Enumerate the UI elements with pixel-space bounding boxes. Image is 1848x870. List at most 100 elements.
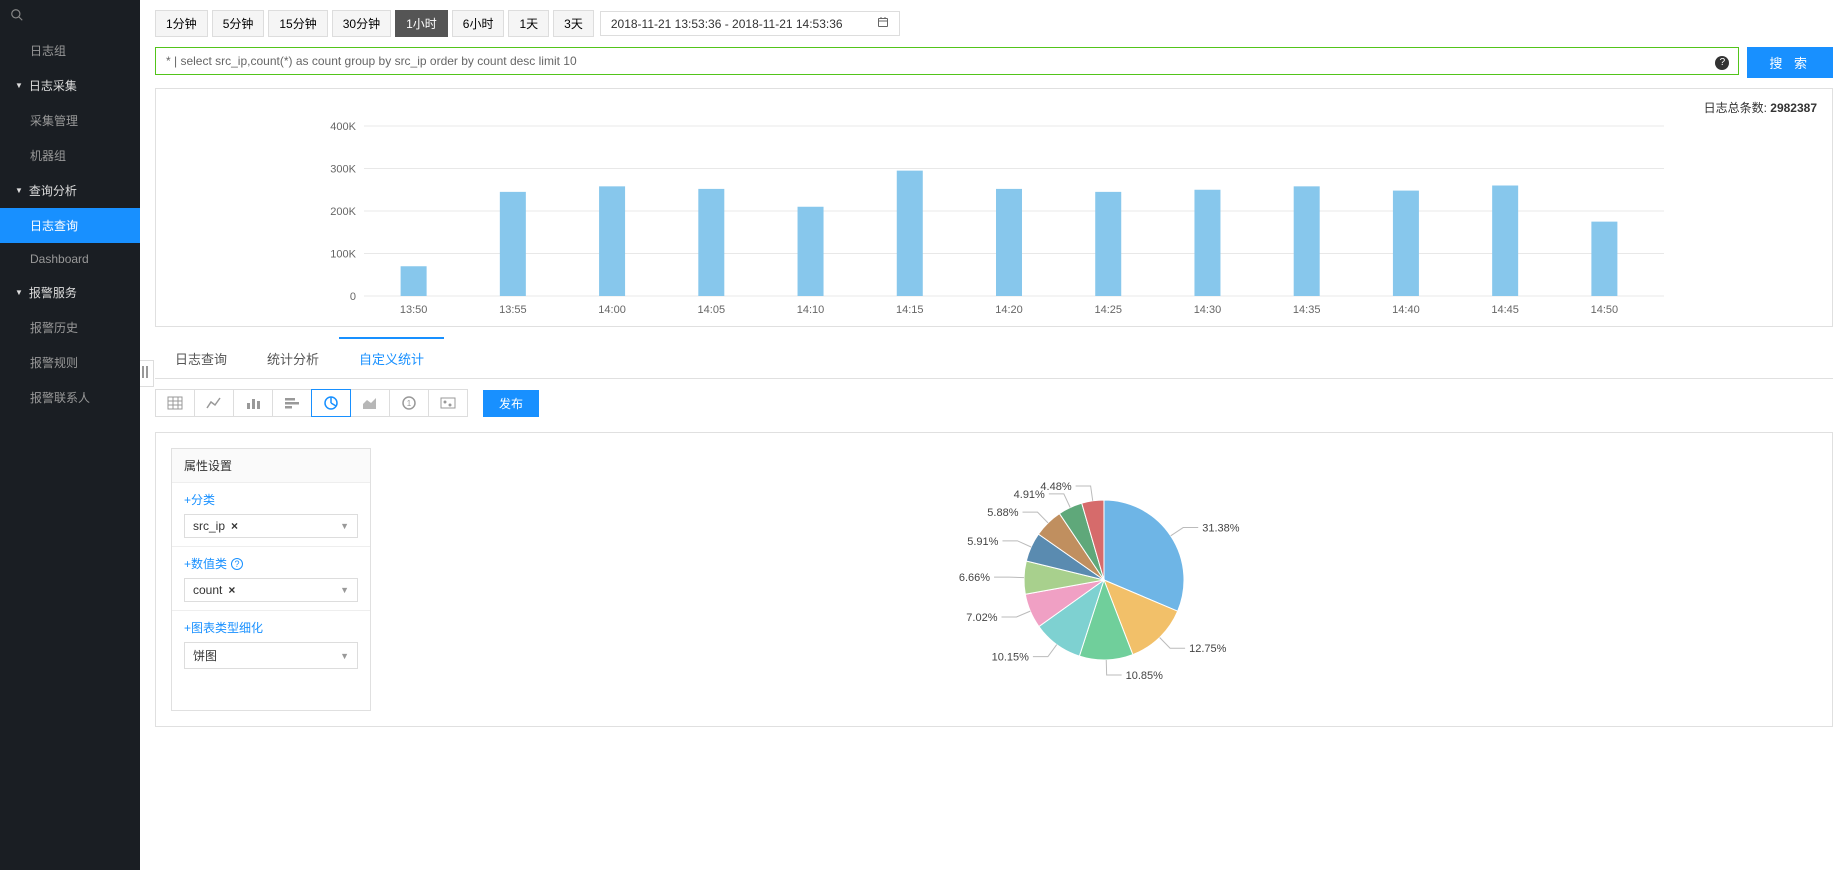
- time-preset-button[interactable]: 30分钟: [332, 10, 391, 37]
- sidebar-item-label: Dashboard: [30, 252, 89, 266]
- pie-label: 4.48%: [1040, 480, 1071, 492]
- svg-text:100K: 100K: [330, 249, 356, 261]
- bar[interactable]: [500, 192, 526, 296]
- bar[interactable]: [1492, 186, 1518, 297]
- sidebar-group[interactable]: ▼报警服务: [0, 275, 140, 310]
- bar[interactable]: [1393, 191, 1419, 296]
- sidebar-item-label: 查询分析: [29, 182, 77, 199]
- props-header: 属性设置: [172, 449, 370, 482]
- time-range-text: 2018-11-21 13:53:36 - 2018-11-21 14:53:3…: [611, 17, 843, 31]
- calendar-icon: [877, 16, 889, 31]
- sidebar-item[interactable]: 采集管理: [0, 103, 140, 138]
- value-value: count: [193, 583, 222, 597]
- chart-type-bar-v-button[interactable]: [233, 389, 273, 417]
- search-button[interactable]: 搜 索: [1747, 47, 1833, 78]
- bar[interactable]: [1194, 190, 1220, 296]
- sidebar-search[interactable]: [0, 0, 140, 33]
- sidebar-item-label: 日志查询: [30, 217, 78, 234]
- category-label[interactable]: +分类: [184, 491, 358, 508]
- bar[interactable]: [1095, 192, 1121, 296]
- svg-text:14:15: 14:15: [896, 304, 924, 316]
- chart-type-bar-h-button[interactable]: [272, 389, 312, 417]
- svg-text:14:50: 14:50: [1591, 304, 1619, 316]
- svg-text:14:40: 14:40: [1392, 304, 1420, 316]
- pie-label: 7.02%: [966, 611, 997, 623]
- sidebar-toggle[interactable]: [140, 360, 154, 387]
- sidebar-group[interactable]: ▼日志采集: [0, 68, 140, 103]
- tab[interactable]: 自定义统计: [339, 337, 444, 378]
- toggle-icon: [141, 365, 151, 379]
- sidebar-item-label: 报警历史: [30, 319, 78, 336]
- chevron-down-icon: ▼: [340, 651, 349, 661]
- sidebar-item-label: 日志采集: [29, 77, 77, 94]
- chart-type-map-button[interactable]: [428, 389, 468, 417]
- bar-chart-panel: 日志总条数: 2982387 0100K200K300K400K13:5013:…: [155, 88, 1833, 327]
- tab[interactable]: 日志查询: [155, 337, 247, 378]
- sidebar-item[interactable]: 报警规则: [0, 345, 140, 380]
- category-remove-icon[interactable]: ×: [231, 519, 238, 533]
- bar[interactable]: [401, 266, 427, 296]
- time-preset-button[interactable]: 1天: [508, 10, 549, 37]
- time-preset-button[interactable]: 15分钟: [268, 10, 327, 37]
- search-query-input[interactable]: * | select src_ip,count(*) as count grou…: [155, 47, 1739, 75]
- pie-label: 10.85%: [1126, 669, 1164, 681]
- sidebar-item[interactable]: 报警联系人: [0, 380, 140, 415]
- bar[interactable]: [897, 171, 923, 296]
- sidebar-item[interactable]: 报警历史: [0, 310, 140, 345]
- time-preset-button[interactable]: 1分钟: [155, 10, 208, 37]
- tab[interactable]: 统计分析: [247, 337, 339, 378]
- svg-text:0: 0: [350, 291, 356, 303]
- value-select[interactable]: count× ▼: [184, 578, 358, 602]
- total-value: 2982387: [1770, 101, 1817, 115]
- bar[interactable]: [798, 207, 824, 296]
- time-preset-button[interactable]: 6小时: [452, 10, 505, 37]
- pie-label: 6.66%: [959, 572, 990, 584]
- chart-type-line-button[interactable]: [194, 389, 234, 417]
- svg-text:13:50: 13:50: [400, 304, 428, 316]
- help-small-icon[interactable]: ?: [231, 558, 243, 570]
- subtype-label[interactable]: +图表类型细化: [184, 619, 358, 636]
- chart-type-pie-button[interactable]: [311, 389, 351, 417]
- lower-panel: 属性设置 +分类 src_ip× ▼ +数值类 ? count × ▼: [155, 432, 1833, 727]
- publish-button[interactable]: 发布: [483, 390, 539, 417]
- subtype-select[interactable]: 饼图 ▼: [184, 642, 358, 669]
- sidebar-item[interactable]: Dashboard: [0, 243, 140, 275]
- sidebar-group[interactable]: ▼查询分析: [0, 173, 140, 208]
- tabs-row: 日志查询统计分析自定义统计: [155, 337, 1833, 379]
- pie-label: 12.75%: [1189, 643, 1227, 655]
- svg-text:14:45: 14:45: [1491, 304, 1519, 316]
- time-range-picker[interactable]: 2018-11-21 13:53:36 - 2018-11-21 14:53:3…: [600, 11, 900, 36]
- chart-type-table-button[interactable]: [155, 389, 195, 417]
- chart-type-row: 1 发布: [155, 389, 1833, 417]
- bar[interactable]: [599, 186, 625, 296]
- value-remove-icon[interactable]: ×: [228, 583, 235, 597]
- total-count-row: 日志总条数: 2982387: [171, 99, 1817, 116]
- time-preset-button[interactable]: 3天: [553, 10, 594, 37]
- bar[interactable]: [996, 189, 1022, 296]
- sidebar-item[interactable]: 日志查询: [0, 208, 140, 243]
- bar[interactable]: [1294, 186, 1320, 296]
- bar-chart: 0100K200K300K400K13:5013:5514:0014:0514:…: [171, 121, 1817, 321]
- time-preset-button[interactable]: 5分钟: [212, 10, 265, 37]
- svg-text:1: 1: [407, 399, 412, 408]
- sidebar-item[interactable]: 机器组: [0, 138, 140, 173]
- svg-text:14:05: 14:05: [698, 304, 726, 316]
- sidebar-item[interactable]: 日志组: [0, 33, 140, 68]
- chart-type-area-button[interactable]: [350, 389, 390, 417]
- svg-text:13:55: 13:55: [499, 304, 527, 316]
- category-select[interactable]: src_ip× ▼: [184, 514, 358, 538]
- search-row: * | select src_ip,count(*) as count grou…: [155, 47, 1833, 78]
- time-preset-button[interactable]: 1小时: [395, 10, 448, 37]
- pie-label: 31.38%: [1202, 522, 1240, 534]
- help-icon[interactable]: ?: [1715, 56, 1729, 70]
- sidebar-item-label: 机器组: [30, 147, 66, 164]
- sidebar-item-label: 日志组: [30, 42, 66, 59]
- svg-text:300K: 300K: [330, 164, 356, 176]
- bar[interactable]: [698, 189, 724, 296]
- main-content: 1分钟5分钟15分钟30分钟1小时6小时1天3天 2018-11-21 13:5…: [140, 0, 1848, 870]
- chart-type-number-button[interactable]: 1: [389, 389, 429, 417]
- svg-text:14:25: 14:25: [1094, 304, 1122, 316]
- pie-label: 5.88%: [987, 507, 1018, 519]
- bar[interactable]: [1591, 222, 1617, 296]
- value-label[interactable]: +数值类 ?: [184, 555, 358, 572]
